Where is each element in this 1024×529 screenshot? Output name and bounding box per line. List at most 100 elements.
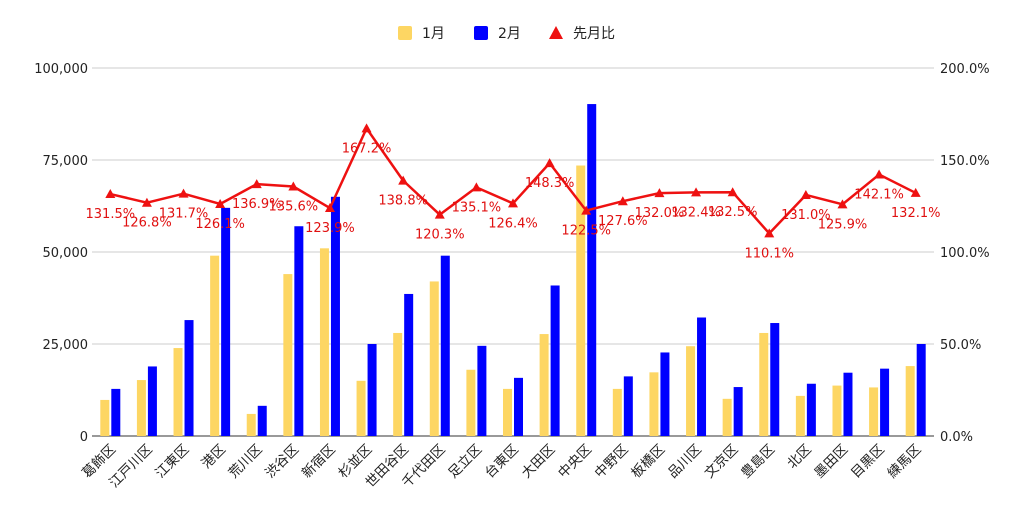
bar-jan: [649, 372, 659, 436]
right-y-tick-label: 150.0%: [940, 154, 990, 169]
ratio-marker: [691, 187, 702, 197]
ratio-data-labels: 131.5%126.8%131.7%126.1% 136.9%135.6% 123.…: [86, 141, 941, 261]
bar-jan: [173, 348, 183, 436]
bar-feb: [587, 104, 597, 437]
ratio-marker: [324, 203, 335, 213]
bar-feb: [221, 207, 231, 436]
bar-jan: [576, 165, 586, 436]
right-y-tick-label: 50.0%: [940, 338, 981, 353]
right-y-axis: 0.0% 50.0% 100.0% 150.0% 200.0%: [940, 62, 990, 445]
legend-label: 先月比: [573, 26, 615, 42]
ratio-data-label: 126.4%: [488, 216, 538, 231]
left-y-tick-label: 0: [80, 430, 88, 445]
ratio-marker: [727, 187, 738, 197]
bar-feb: [806, 383, 816, 436]
bar-jan: [356, 380, 366, 436]
bar-jan: [136, 380, 146, 436]
ratio-data-label: 132.1%: [891, 206, 941, 221]
left-y-tick-label: 75,000: [43, 154, 89, 169]
ratio-data-label: 131.0%: [781, 208, 831, 223]
legend: 1月 2月 先月比: [398, 26, 615, 42]
x-category-label: 港区: [199, 442, 229, 472]
legend-label: 1月: [422, 26, 445, 42]
x-category-label: 渋谷区: [262, 442, 302, 482]
bar-feb: [330, 196, 340, 436]
gridlines: [92, 67, 934, 437]
x-category-label: 練馬区: [885, 442, 925, 482]
legend-label: 2月: [498, 26, 521, 42]
ratio-data-label: 126.1%: [195, 217, 245, 232]
legend-swatch-jan: [398, 26, 412, 40]
bar-jan: [539, 334, 549, 436]
ratio-data-label: 132.5%: [708, 205, 758, 220]
bar-feb: [623, 376, 633, 436]
ratio-data-label: 132.4%: [671, 205, 721, 220]
bar-feb: [111, 388, 121, 436]
bar-feb: [733, 387, 743, 436]
x-category-label: 大田区: [518, 442, 558, 482]
bar-jan: [283, 274, 293, 436]
legend-swatch-feb: [474, 26, 488, 40]
ratio-marker: [910, 187, 921, 197]
left-y-tick-label: 50,000: [43, 246, 89, 261]
bar-feb: [184, 320, 194, 436]
bar-feb: [147, 366, 157, 436]
ratio-marker: [471, 182, 482, 192]
right-y-tick-label: 0.0%: [940, 430, 973, 445]
bar-jan: [869, 387, 879, 436]
right-y-tick-label: 200.0%: [940, 62, 990, 77]
ratio-data-label: 120.3%: [415, 228, 465, 243]
ratio-data-label: 136.9%: [232, 197, 282, 212]
bar-feb: [697, 317, 707, 436]
left-y-tick-label: 100,000: [34, 62, 88, 77]
bar-feb: [550, 285, 560, 436]
bar-jan: [100, 399, 110, 436]
ratio-marker: [215, 198, 226, 208]
right-y-tick-label: 100.0%: [940, 246, 990, 261]
ratio-data-label: 125.9%: [818, 217, 868, 232]
ratio-data-label: 131.5%: [86, 207, 136, 222]
x-category-label: 北区: [784, 442, 814, 472]
bar-jan: [612, 388, 622, 436]
ratio-data-label: 110.1%: [744, 246, 794, 261]
ratio-data-label: 142.1%: [854, 188, 904, 203]
x-category-label: 新宿区: [298, 441, 339, 482]
bar-jan: [686, 346, 696, 436]
bar-jan: [393, 332, 403, 436]
ratio-data-label: 167.2%: [342, 141, 392, 156]
ratio-marker: [617, 196, 628, 206]
x-category-label: 品川区: [665, 442, 705, 482]
bar-jan: [832, 385, 842, 436]
ratio-marker: [874, 169, 885, 179]
bar-feb: [770, 323, 780, 436]
bar-feb: [880, 368, 890, 436]
ratio-data-label: 131.7%: [159, 207, 209, 222]
bar-jan: [466, 369, 476, 436]
legend-swatch-ratio: [549, 26, 563, 39]
x-category-label: 豊島区: [738, 442, 778, 482]
bar-jan: [759, 332, 769, 436]
bar-jan: [795, 395, 805, 436]
ratio-marker: [434, 209, 445, 219]
bar-feb: [294, 226, 304, 436]
ratio-data-label: 135.6%: [269, 199, 319, 214]
ratio-data-label: 132.0%: [635, 206, 685, 221]
bar-feb: [440, 255, 450, 436]
x-category-label: 墨田区: [811, 442, 851, 482]
bar-jan: [246, 413, 256, 436]
ratio-data-label: 127.6%: [598, 214, 648, 229]
ratio-marker: [544, 158, 555, 168]
bar-feb: [367, 344, 377, 436]
ratio-marker: [361, 123, 372, 133]
ratio-marker: [105, 189, 116, 199]
x-category-label: 目黒区: [848, 442, 888, 482]
ratio-marker: [288, 181, 299, 191]
ratio-marker: [141, 197, 152, 207]
ratio-marker: [398, 175, 409, 185]
x-category-label: 中央区: [555, 442, 595, 482]
ratio-marker: [581, 205, 592, 215]
bar-feb: [660, 352, 670, 436]
x-category-label: 荒川区: [226, 442, 266, 482]
